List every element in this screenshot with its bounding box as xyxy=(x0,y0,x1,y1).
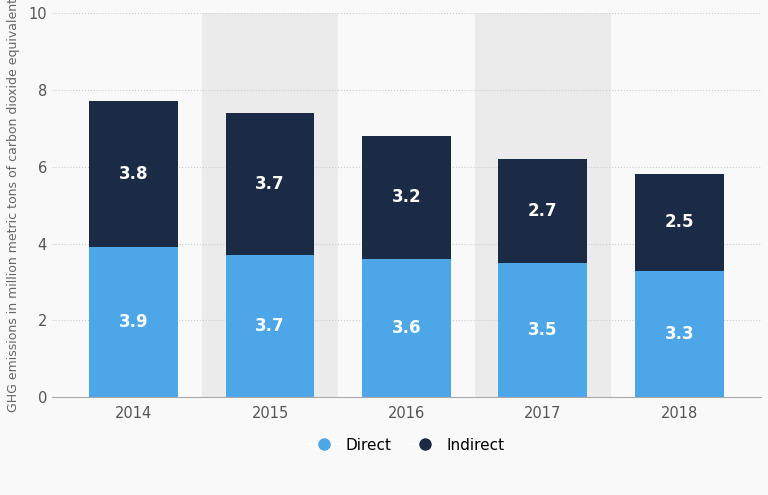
Bar xyxy=(362,259,451,397)
Y-axis label: GHG emissions in million metric tons of carbon dioxide equivalent: GHG emissions in million metric tons of … xyxy=(7,0,20,412)
Text: 3.2: 3.2 xyxy=(392,189,421,206)
Text: 3.9: 3.9 xyxy=(119,313,148,332)
Bar xyxy=(89,101,178,248)
Bar xyxy=(362,136,451,259)
Bar xyxy=(89,248,178,397)
Text: 3.7: 3.7 xyxy=(255,175,285,193)
Bar xyxy=(226,255,314,397)
Text: 3.8: 3.8 xyxy=(119,165,148,184)
Bar xyxy=(635,271,723,397)
Text: 3.7: 3.7 xyxy=(255,317,285,335)
Text: 2.7: 2.7 xyxy=(528,202,558,220)
Bar xyxy=(226,113,314,255)
Text: 3.6: 3.6 xyxy=(392,319,421,337)
Bar xyxy=(475,13,611,397)
Bar xyxy=(635,174,723,271)
Text: 3.5: 3.5 xyxy=(528,321,558,339)
Legend: Direct, Indirect: Direct, Indirect xyxy=(303,432,511,459)
Bar xyxy=(498,159,588,263)
Bar xyxy=(202,13,338,397)
Bar xyxy=(498,263,588,397)
Text: 2.5: 2.5 xyxy=(664,213,694,232)
Text: 3.3: 3.3 xyxy=(664,325,694,343)
